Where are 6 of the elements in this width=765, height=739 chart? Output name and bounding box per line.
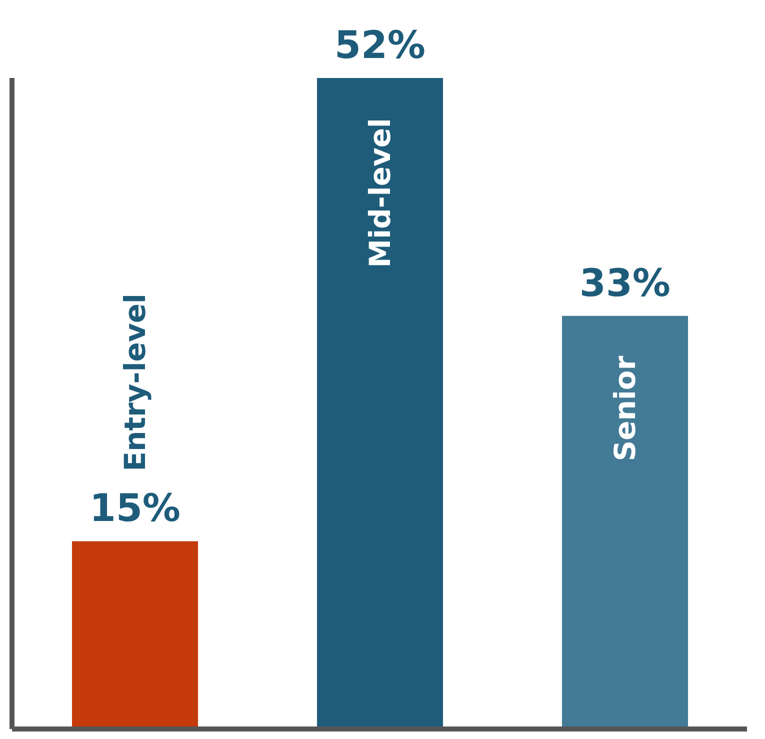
x-tick-label: Entry-level xyxy=(118,294,152,472)
x-tick-label: Mid-level xyxy=(363,118,397,268)
x-tick-label: Senior xyxy=(608,355,642,462)
data-label: 52% xyxy=(334,23,426,67)
data-label: 15% xyxy=(90,486,180,530)
data-label: 33% xyxy=(580,260,670,305)
